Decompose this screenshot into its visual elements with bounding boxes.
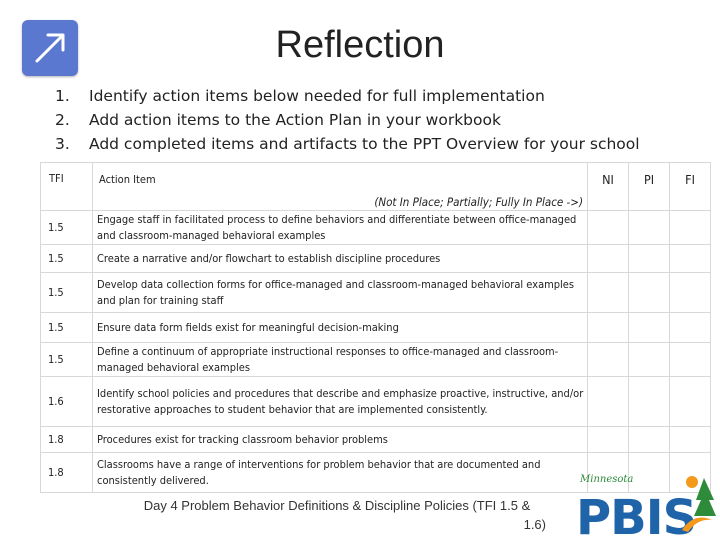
table-row: 1.5 Ensure data form fields exist for me… xyxy=(40,312,711,343)
footer-line-2: 1.6) xyxy=(523,517,546,532)
instruction-item: 1. Identify action items below needed for… xyxy=(55,84,640,108)
header-pi: PI xyxy=(628,162,670,211)
ni-checkbox-cell[interactable] xyxy=(587,452,629,493)
ni-checkbox-cell[interactable] xyxy=(587,210,629,245)
tfi-cell: 1.8 xyxy=(40,452,93,493)
logo-big-text: PBIS xyxy=(576,490,696,538)
header-scale-note: (Not In Place; Partially; Fully In Place… xyxy=(374,195,583,209)
pi-checkbox-cell[interactable] xyxy=(628,210,670,245)
table-row: 1.5 Develop data collection forms for of… xyxy=(40,272,711,313)
tfi-cell: 1.5 xyxy=(40,244,93,273)
header-ni: NI xyxy=(587,162,629,211)
tfi-cell: 1.6 xyxy=(40,376,93,427)
action-cell: Engage staff in facilitated process to d… xyxy=(92,210,588,245)
action-cell: Identify school policies and procedures … xyxy=(92,376,588,427)
ni-checkbox-cell[interactable] xyxy=(587,312,629,343)
swoosh-icon xyxy=(682,517,712,532)
minnesota-pbis-logo: Minnesota PBIS xyxy=(576,474,716,538)
tfi-cell: 1.5 xyxy=(40,272,93,313)
fi-checkbox-cell[interactable] xyxy=(669,376,711,427)
fi-checkbox-cell[interactable] xyxy=(669,342,711,377)
pi-checkbox-cell[interactable] xyxy=(628,342,670,377)
fi-checkbox-cell[interactable] xyxy=(669,272,711,313)
tree-icon xyxy=(694,478,716,516)
pi-checkbox-cell[interactable] xyxy=(628,452,670,493)
pi-checkbox-cell[interactable] xyxy=(628,426,670,453)
action-cell: Define a continuum of appropriate instru… xyxy=(92,342,588,377)
pi-checkbox-cell[interactable] xyxy=(628,272,670,313)
pi-checkbox-cell[interactable] xyxy=(628,312,670,343)
action-cell: Procedures exist for tracking classroom … xyxy=(92,426,588,453)
fi-checkbox-cell[interactable] xyxy=(669,426,711,453)
ni-checkbox-cell[interactable] xyxy=(587,244,629,273)
table-row: 1.5 Define a continuum of appropriate in… xyxy=(40,342,711,377)
ni-checkbox-cell[interactable] xyxy=(587,342,629,377)
item-text: Add completed items and artifacts to the… xyxy=(89,135,640,153)
ni-checkbox-cell[interactable] xyxy=(587,376,629,427)
table-row: 1.6 Identify school policies and procedu… xyxy=(40,376,711,427)
instruction-item: 2. Add action items to the Action Plan in… xyxy=(55,108,640,132)
item-number: 2. xyxy=(55,111,70,129)
external-link-button[interactable] xyxy=(22,20,78,76)
header-fi: FI xyxy=(669,162,711,211)
item-text: Identify action items below needed for f… xyxy=(89,87,545,105)
slide-footer: Day 4 Problem Behavior Definitions & Dis… xyxy=(128,496,546,534)
tfi-cell: 1.8 xyxy=(40,426,93,453)
header-tfi: TFI xyxy=(40,162,93,211)
item-number: 1. xyxy=(55,87,70,105)
page-title: Reflection xyxy=(275,24,445,66)
table-row: 1.8 Classrooms have a range of intervent… xyxy=(40,452,711,493)
fi-checkbox-cell[interactable] xyxy=(669,210,711,245)
item-number: 3. xyxy=(55,135,70,153)
pi-checkbox-cell[interactable] xyxy=(628,376,670,427)
fi-checkbox-cell[interactable] xyxy=(669,312,711,343)
action-cell: Develop data collection forms for office… xyxy=(92,272,588,313)
pi-checkbox-cell[interactable] xyxy=(628,244,670,273)
instruction-item: 3. Add completed items and artifacts to t… xyxy=(55,132,640,156)
fi-checkbox-cell[interactable] xyxy=(669,244,711,273)
action-cell: Ensure data form fields exist for meanin… xyxy=(92,312,588,343)
header-action: Action Item (Not In Place; Partially; Fu… xyxy=(92,162,588,211)
tfi-cell: 1.5 xyxy=(40,210,93,245)
header-action-label: Action Item xyxy=(99,173,156,186)
ni-checkbox-cell[interactable] xyxy=(587,272,629,313)
table-header-row: TFI Action Item (Not In Place; Partially… xyxy=(40,162,711,211)
footer-line-1: Day 4 Problem Behavior Definitions & Dis… xyxy=(143,498,531,513)
action-cell: Classrooms have a range of interventions… xyxy=(92,452,588,493)
table-row: 1.8 Procedures exist for tracking classr… xyxy=(40,426,711,453)
instruction-list: 1. Identify action items below needed for… xyxy=(55,84,640,156)
item-text: Add action items to the Action Plan in y… xyxy=(89,111,501,129)
table-row: 1.5 Engage staff in facilitated process … xyxy=(40,210,711,245)
sun-icon xyxy=(686,476,698,488)
table-row: 1.5 Create a narrative and/or flowchart … xyxy=(40,244,711,273)
ni-checkbox-cell[interactable] xyxy=(587,426,629,453)
action-items-table: TFI Action Item (Not In Place; Partially… xyxy=(40,162,711,493)
external-link-arrow-icon xyxy=(35,33,65,63)
tfi-cell: 1.5 xyxy=(40,342,93,377)
logo-small-text: Minnesota xyxy=(579,474,633,485)
tfi-cell: 1.5 xyxy=(40,312,93,343)
action-cell: Create a narrative and/or flowchart to e… xyxy=(92,244,588,273)
